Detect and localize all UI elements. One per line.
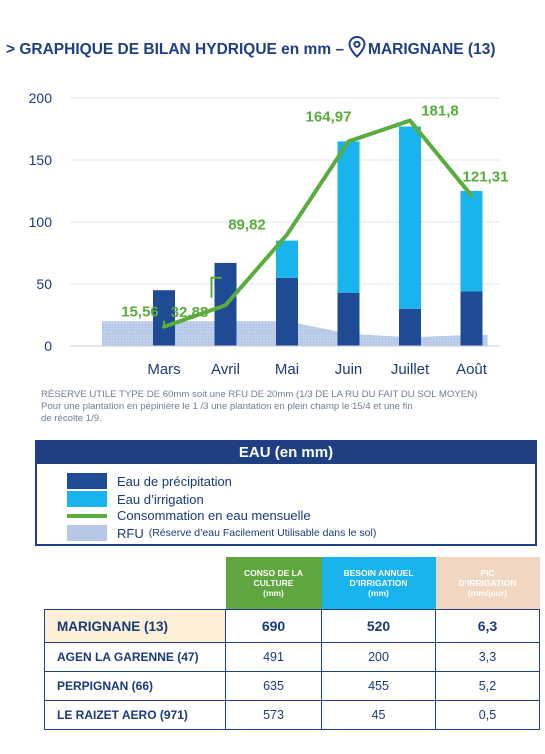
location-pin-icon [348, 35, 366, 63]
row-location: AGEN LA GARENNE (47) [44, 642, 226, 672]
stats-table: CONSO DE LA CULTURE (mm) BESOIN ANNUEL D… [44, 557, 540, 730]
y-tick-label: 150 [29, 152, 53, 168]
soil-note: RÉSERVE UTILE TYPE DE 60mm soit une RFU … [41, 389, 521, 425]
bar-precipitation [460, 291, 483, 346]
bar-precipitation [276, 277, 298, 346]
row-besoin: 520 [321, 609, 436, 643]
y-tick-label: 0 [44, 338, 52, 354]
row-location: PERPIGNAN (66) [44, 671, 226, 701]
header-pic: PIC D’IRRIGATION (mm/jour) [435, 557, 540, 610]
label-connector [210, 276, 222, 298]
bar-irrigation [337, 141, 360, 293]
precipitation-swatch [67, 473, 107, 489]
row-conso: 690 [225, 609, 322, 643]
irrigation-swatch [67, 491, 107, 507]
legend-title: EAU (en mm) [37, 442, 535, 464]
y-tick-label: 100 [29, 214, 53, 230]
bar-irrigation [276, 240, 298, 278]
water-balance-chart: 0 50 100 150 200 15,56 32,88 89,82 164,97 181,8 12… [29, 90, 509, 378]
row-besoin: 455 [321, 671, 436, 701]
y-tick-label: 200 [29, 90, 53, 106]
row-conso: 573 [225, 700, 322, 730]
title-location: MARIGNANE (13) [368, 40, 496, 58]
table-header-empty [45, 557, 226, 610]
row-pic: 5,2 [435, 671, 540, 701]
point-label: 15,56 [121, 304, 159, 321]
note-line-2: Pour une plantation en pépinière le 1 /3… [41, 401, 413, 412]
bar-irrigation [399, 126, 421, 309]
legend-item-rfu: RFU (Réserve d’eau Facilement Utilisable… [67, 525, 376, 541]
table-row: LE RAIZET AERO (971) 573 45 0,5 [44, 700, 540, 730]
row-location: LE RAIZET AERO (971) [44, 700, 226, 730]
legend-item-consommation: Consommation en eau mensuelle [67, 508, 311, 523]
legend-consommation-label: Consommation en eau mensuelle [117, 508, 311, 523]
x-tick-label: Mars [147, 361, 180, 378]
x-tick-label: Août [456, 361, 488, 378]
row-besoin: 200 [321, 642, 436, 672]
y-tick-label: 50 [36, 276, 52, 292]
row-pic: 0,5 [435, 700, 540, 730]
table-row: AGEN LA GARENNE (47) 491 200 3,3 [44, 642, 540, 672]
bar-precipitation [337, 292, 360, 346]
row-besoin: 45 [321, 700, 436, 730]
row-conso: 491 [225, 642, 322, 672]
header-conso: CONSO DE LA CULTURE (mm) [225, 557, 322, 610]
title-prefix: > GRAPHIQUE DE BILAN HYDRIQUE en mm – [6, 40, 345, 58]
legend-irrigation-label: Eau d’irrigation [117, 491, 204, 507]
note-line-3: de récolte 1/9. [41, 413, 102, 424]
bar-irrigation [460, 191, 483, 292]
chart-title: > GRAPHIQUE DE BILAN HYDRIQUE en mm – MA… [6, 35, 496, 63]
x-tick-label: Mai [275, 361, 299, 378]
bar-precipitation [399, 308, 421, 346]
consommation-swatch [67, 513, 107, 518]
table-row: PERPIGNAN (66) 635 455 5,2 [44, 671, 540, 701]
legend-precipitation-label: Eau de précipitation [117, 473, 232, 489]
x-tick-label: Avril [211, 361, 240, 378]
note-line-1: RÉSERVE UTILE TYPE DE 60mm soit une RFU … [41, 389, 478, 400]
consommation-line [162, 118, 474, 329]
point-label: 89,82 [228, 217, 266, 234]
point-label: 181,8 [421, 103, 459, 120]
legend-rfu-detail: (Réserve d’eau Facilement Utilisable dan… [148, 527, 377, 539]
legend-item-precipitation: Eau de précipitation [67, 473, 232, 489]
row-pic: 3,3 [435, 642, 540, 672]
point-label: 32,88 [171, 304, 209, 321]
point-label: 164,97 [306, 108, 352, 125]
rfu-swatch [67, 525, 107, 541]
bar-precipitation [153, 290, 175, 346]
legend-rfu-label: RFU [117, 525, 144, 541]
x-tick-label: Juin [335, 361, 363, 378]
legend-item-irrigation: Eau d’irrigation [67, 491, 204, 507]
row-location: MARIGNANE (13) [44, 609, 226, 643]
table-header-row: CONSO DE LA CULTURE (mm) BESOIN ANNUEL D… [45, 557, 540, 610]
row-pic: 6,3 [435, 609, 540, 643]
table-row: MARIGNANE (13) 690 520 6,3 [44, 609, 540, 643]
point-label: 121,31 [463, 169, 509, 186]
legend-box: EAU (en mm) Eau de précipitation Eau d’i… [35, 440, 537, 546]
x-tick-label: Juillet [391, 361, 430, 378]
row-conso: 635 [225, 671, 322, 701]
header-besoin: BESOIN ANNUEL D’IRRIGATION (mm) [321, 557, 436, 610]
